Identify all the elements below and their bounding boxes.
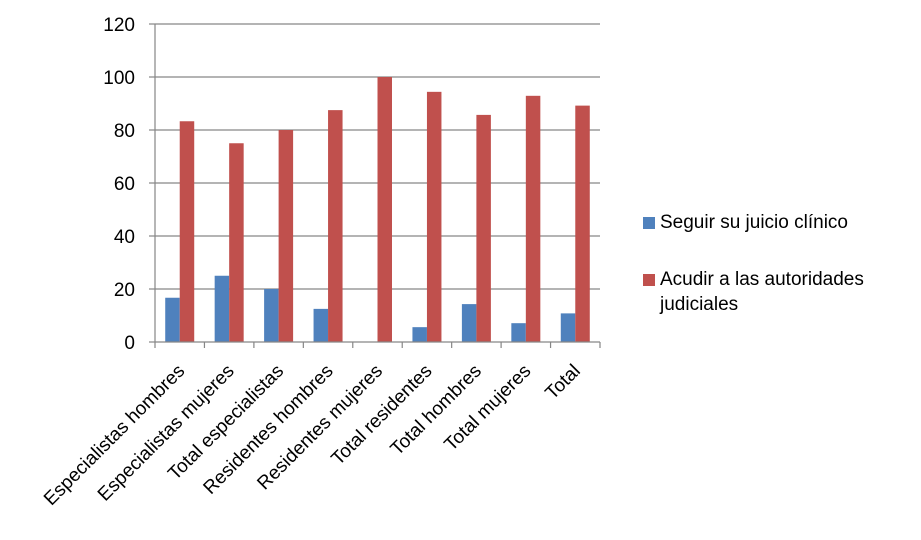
y-tick-label: 40 [114,227,135,248]
legend: Seguir su juicio clínico Acudir a las au… [643,210,921,349]
y-tick-label: 100 [103,68,135,89]
bar-series-2 [426,91,442,342]
bar-series-2 [278,130,294,342]
bar-series-2 [525,95,541,342]
legend-swatch-series-2 [643,274,655,286]
bar-series-2 [476,114,491,343]
legend-swatch-series-1 [643,217,655,229]
bar-series-2 [229,143,244,342]
bar-series-2 [179,121,195,342]
legend-item-series-2: Acudir a las autoridades judiciales [643,267,921,317]
y-tick-label: 20 [114,280,135,301]
bar-series-1 [214,275,230,342]
bar-series-1 [461,304,477,342]
bar-series-2 [328,110,343,342]
y-tick-label: 80 [114,121,135,142]
x-category-label: Total mujeres [441,361,536,456]
y-tick-label: 120 [103,15,135,36]
bar-series-1 [511,323,526,342]
bar-series-1 [412,327,427,342]
legend-label-series-1: Seguir su juicio clínico [660,212,848,233]
bar-series-2 [575,105,590,343]
y-tick-label: 60 [114,174,135,195]
bar-series-1 [264,289,279,342]
legend-label-series-2: Acudir a las autoridades judiciales [660,269,864,315]
bar-series-1 [560,313,576,342]
y-axis-tick-labels: 0 20 40 60 80 100 120 [103,15,135,354]
bars [165,77,590,343]
x-category-label: Total [542,361,585,404]
bar-series-2 [377,77,392,342]
y-tick-label: 0 [124,333,135,354]
axes [149,23,601,348]
bar-series-1 [165,297,180,342]
bar-series-1 [313,308,329,342]
legend-item-series-1: Seguir su juicio clínico [643,210,921,235]
